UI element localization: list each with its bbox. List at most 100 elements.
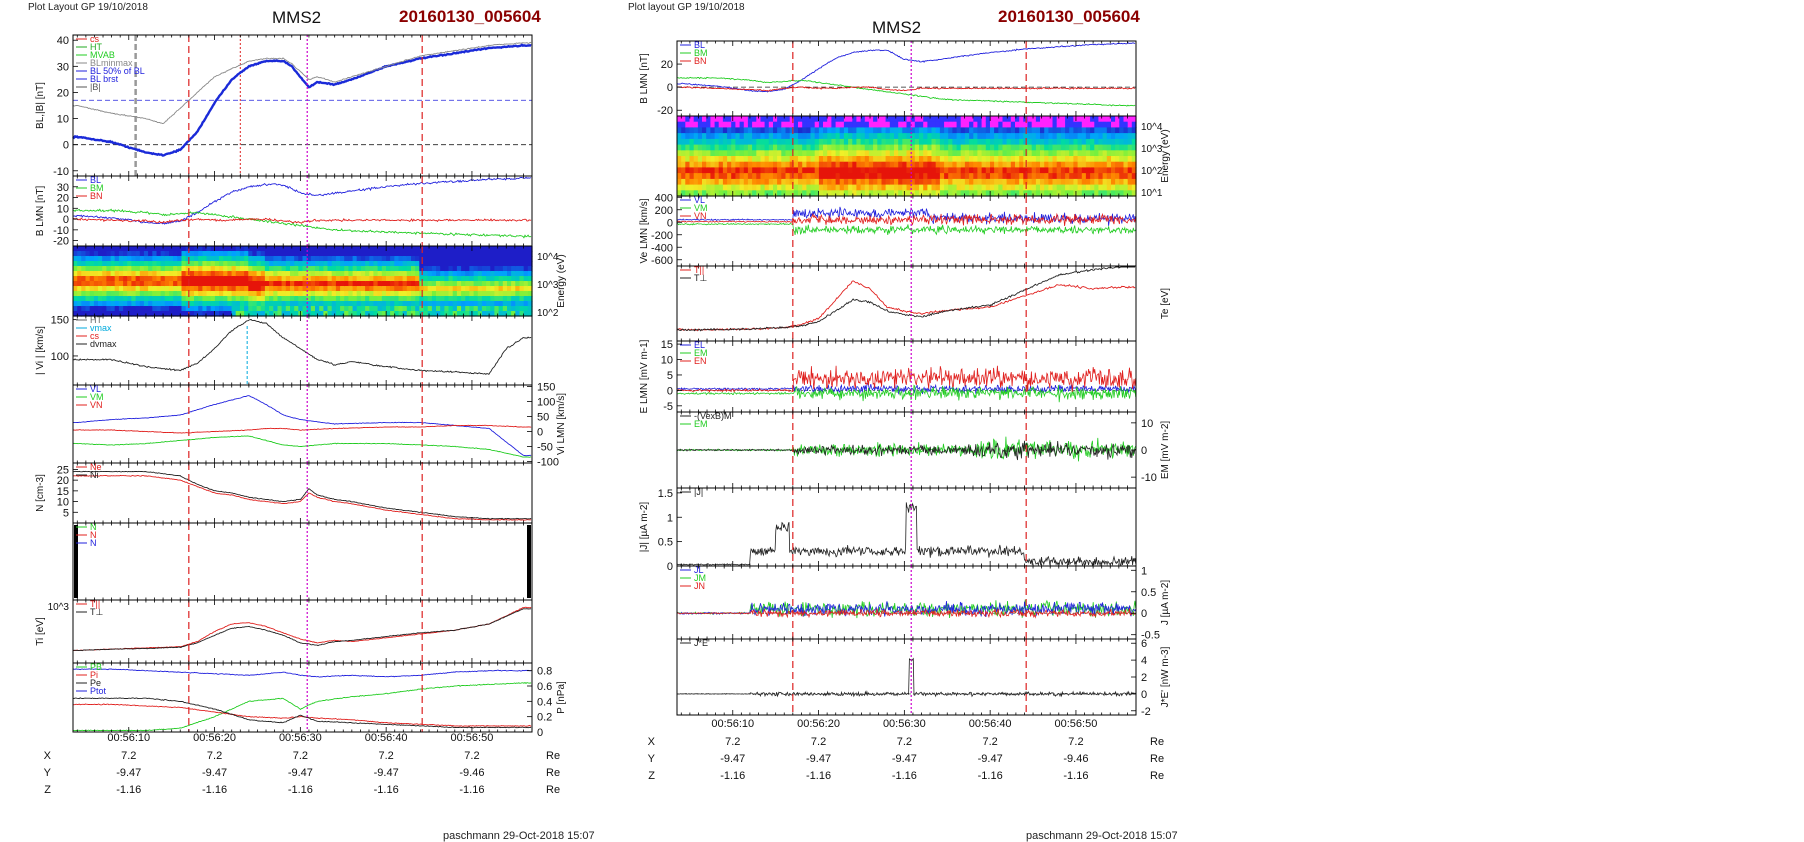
heatmap-cell xyxy=(1015,167,1020,173)
heatmap-cell xyxy=(232,306,237,312)
heatmap-cell xyxy=(848,179,853,185)
heatmap-cell xyxy=(344,306,349,312)
heatmap-cell xyxy=(719,173,724,179)
heatmap-cell xyxy=(1011,145,1016,151)
heatmap-cell xyxy=(806,116,811,122)
heatmap-cell xyxy=(869,179,874,185)
heatmap-cell xyxy=(756,173,761,179)
heatmap-cell xyxy=(702,156,707,162)
heatmap-cell xyxy=(344,261,349,267)
heatmap-cell xyxy=(252,256,257,262)
heatmap-cell xyxy=(811,116,816,122)
heatmap-cell xyxy=(486,301,491,307)
y-tick-label: -5 xyxy=(663,401,673,413)
heatmap-cell xyxy=(1069,167,1074,173)
heatmap-cell xyxy=(786,116,791,122)
y-axis-label: Ve LMN [km/s] xyxy=(639,198,650,263)
heatmap-cell xyxy=(1069,127,1074,133)
heatmap-cell xyxy=(353,271,358,277)
heatmap-cell xyxy=(811,179,816,185)
heatmap-cell xyxy=(365,261,370,267)
heatmap-cell xyxy=(257,271,262,277)
y-tick-label: -20 xyxy=(53,236,69,248)
heatmap-cell xyxy=(827,173,832,179)
heatmap-cell xyxy=(86,286,91,292)
heatmap-cell xyxy=(877,179,882,185)
heatmap-cell xyxy=(265,266,270,272)
heatmap-cell xyxy=(269,276,274,282)
heatmap-cell xyxy=(756,179,761,185)
heatmap-cell xyxy=(186,281,191,287)
heatmap-cell xyxy=(282,271,287,277)
panel-left-8: 10^3Ti [eV]T||T⊥ xyxy=(35,599,532,663)
heatmap-cell xyxy=(411,306,416,312)
heatmap-cell xyxy=(461,276,466,282)
heatmap-cell xyxy=(1003,133,1008,139)
heatmap-cell xyxy=(378,306,383,312)
heatmap-cell xyxy=(990,156,995,162)
heatmap-cell xyxy=(202,276,207,282)
heatmap-cell xyxy=(436,276,441,282)
heatmap-cell xyxy=(765,179,770,185)
heatmap-cell xyxy=(848,150,853,156)
heatmap-cell xyxy=(898,162,903,168)
heatmap-cell xyxy=(698,145,703,151)
heatmap-cell xyxy=(815,145,820,151)
heatmap-cell xyxy=(494,296,499,302)
heatmap-cell xyxy=(248,256,253,262)
heatmap-cell xyxy=(827,162,832,168)
heatmap-cell xyxy=(482,261,487,267)
heatmap-cell xyxy=(811,122,816,128)
heatmap-cell xyxy=(378,256,383,262)
heatmap-cell xyxy=(373,271,378,277)
heatmap-cell xyxy=(694,167,699,173)
heatmap-cell xyxy=(944,162,949,168)
heatmap-cell xyxy=(994,145,999,151)
heatmap-cell xyxy=(444,301,449,307)
heatmap-cell xyxy=(756,127,761,133)
heatmap-cell xyxy=(499,276,504,282)
heatmap-cell xyxy=(1053,116,1058,122)
heatmap-cell xyxy=(986,156,991,162)
heatmap-cell xyxy=(852,173,857,179)
heatmap-cell xyxy=(328,251,333,257)
heatmap-cell xyxy=(1036,122,1041,128)
heatmap-cell xyxy=(286,246,291,252)
heatmap-cell xyxy=(723,179,728,185)
heatmap-cell xyxy=(1044,133,1049,139)
heatmap-cell xyxy=(865,173,870,179)
heatmap-cell xyxy=(886,116,891,122)
heatmap-cell xyxy=(765,122,770,128)
heatmap-cell xyxy=(694,162,699,168)
heatmap-cell xyxy=(248,286,253,292)
heatmap-cell xyxy=(81,266,86,272)
heatmap-cell xyxy=(940,150,945,156)
heatmap-cell xyxy=(1015,133,1020,139)
heatmap-cell xyxy=(769,145,774,151)
heatmap-cell xyxy=(111,281,116,287)
heatmap-cell xyxy=(1061,145,1066,151)
heatmap-cell xyxy=(365,281,370,287)
heatmap-cell xyxy=(123,251,128,257)
heatmap-cell xyxy=(77,246,82,252)
heatmap-cell xyxy=(415,296,420,302)
heatmap-cell xyxy=(152,261,157,267)
heatmap-cell xyxy=(823,133,828,139)
heatmap-cell xyxy=(840,173,845,179)
heatmap-cell xyxy=(257,296,262,302)
heatmap-cell xyxy=(198,261,203,267)
heatmap-cell xyxy=(232,276,237,282)
heatmap-cell xyxy=(715,133,720,139)
heatmap-cell xyxy=(677,150,682,156)
heatmap-cell xyxy=(490,251,495,257)
heatmap-cell xyxy=(461,301,466,307)
heatmap-cell xyxy=(1057,179,1062,185)
heatmap-cell xyxy=(236,261,241,267)
series-0 xyxy=(73,177,531,224)
heatmap-cell xyxy=(73,286,78,292)
heatmap-cell xyxy=(894,167,899,173)
heatmap-cell xyxy=(819,133,824,139)
heatmap-cell xyxy=(844,127,849,133)
heatmap-cell xyxy=(990,122,995,128)
heatmap-cell xyxy=(1036,162,1041,168)
